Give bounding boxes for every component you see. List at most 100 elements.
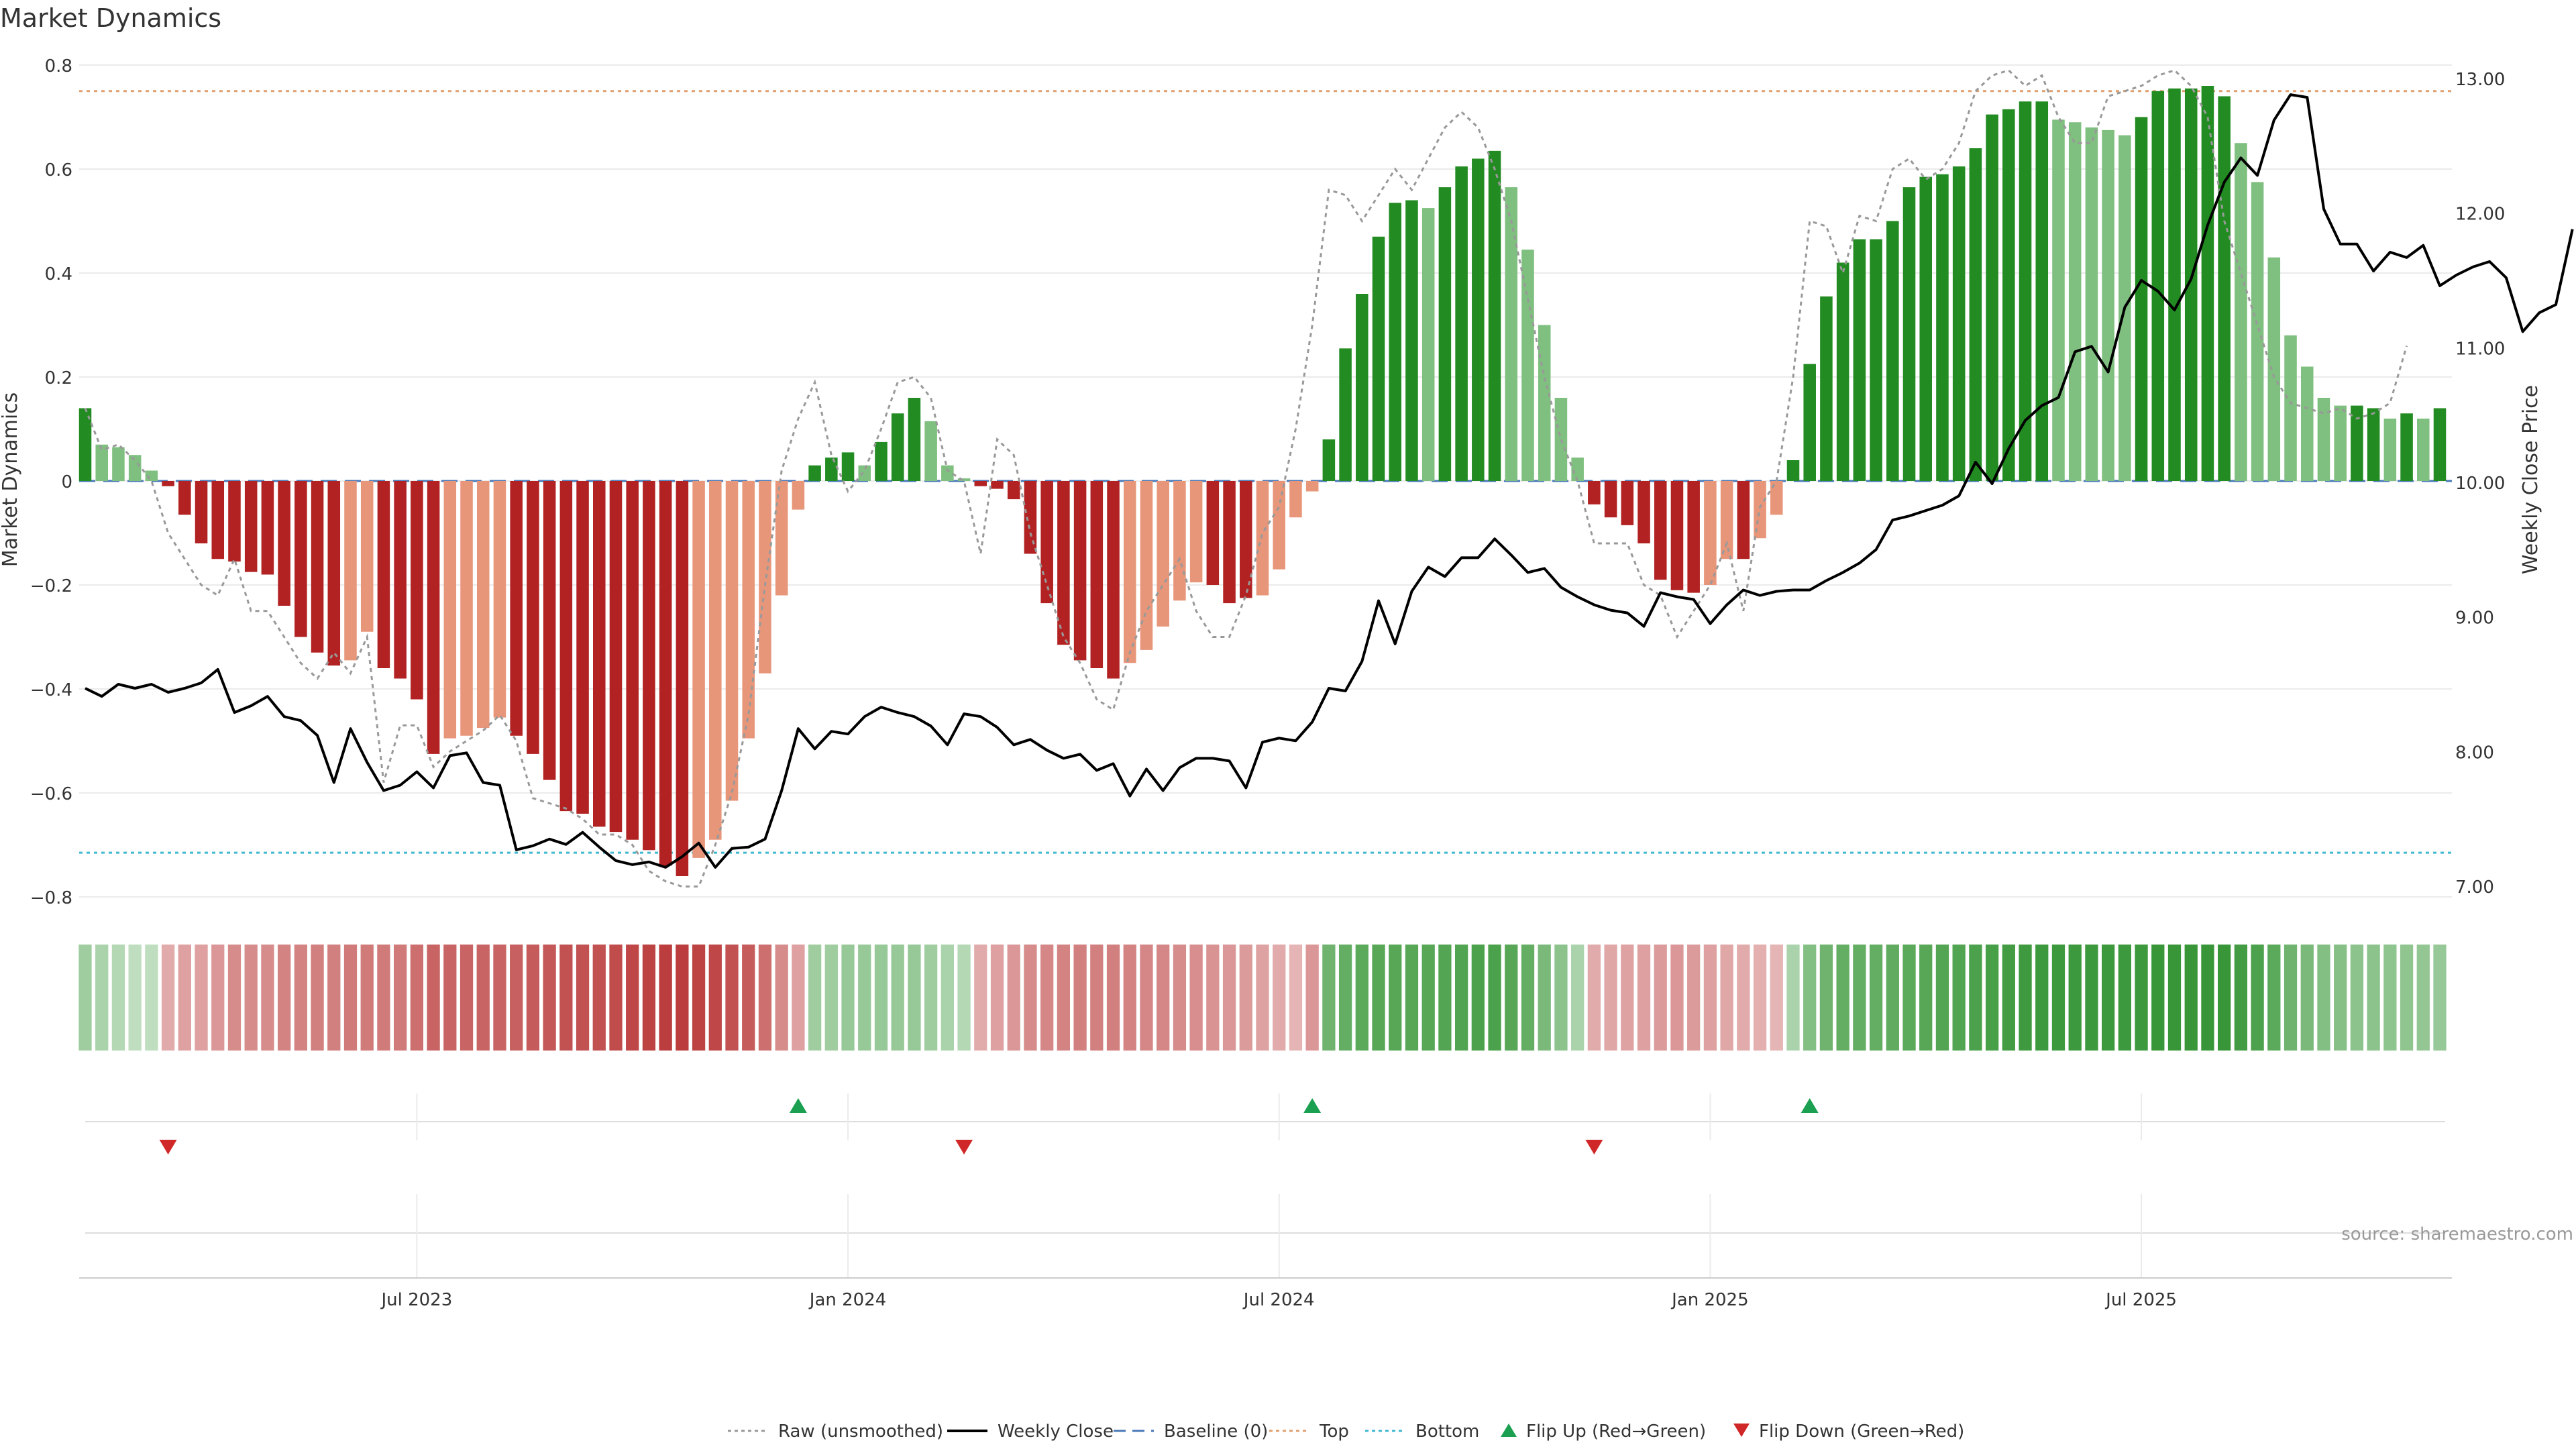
flip-panel: [85, 1093, 2445, 1278]
dynamics-bar: [1189, 481, 1203, 583]
dynamics-bar: [311, 481, 324, 653]
strength-cell: [2383, 945, 2397, 1051]
dynamics-bar: [742, 481, 755, 739]
strength-cell: [1621, 945, 1634, 1051]
strength-cell: [2002, 945, 2015, 1051]
dynamics-bar: [626, 481, 639, 840]
strength-cell: [1935, 945, 1949, 1051]
strength-cell: [858, 945, 871, 1051]
dynamics-bar: [1240, 481, 1252, 598]
strength-cell: [1338, 945, 1352, 1051]
dynamics-bar: [841, 452, 855, 481]
dynamics-bar: [2035, 101, 2049, 481]
dynamics-bar: [411, 481, 423, 700]
dynamics-bar: [2284, 335, 2297, 481]
strength-cell: [1073, 945, 1087, 1051]
dynamics-bar: [1455, 166, 1468, 481]
dynamics-bar: [476, 481, 490, 729]
strength-cell: [1969, 945, 1982, 1051]
dynamics-bar: [1919, 176, 1933, 481]
dynamics-bar: [676, 481, 689, 876]
dynamics-bar: [1986, 114, 1998, 481]
raw-line: [84, 69, 2408, 888]
dynamics-bar: [1638, 481, 1650, 543]
dynamics-bar: [1737, 481, 1750, 559]
strength-cell: [277, 945, 291, 1051]
right-tick-label: 11.00: [2455, 339, 2505, 359]
dynamics-bar: [162, 481, 174, 486]
right-axis-label: Weekly Close Price: [2519, 385, 2542, 574]
left-axis-label: Market Dynamics: [0, 392, 22, 568]
strength-cell: [294, 945, 307, 1051]
dynamics-bar: [1090, 481, 1104, 668]
strength-cell: [692, 945, 706, 1051]
strength-cell: [2367, 945, 2380, 1051]
strength-cell: [891, 945, 904, 1051]
dynamics-bar: [1654, 481, 1667, 580]
dynamics-bar: [2135, 117, 2148, 481]
strength-cell: [394, 945, 407, 1051]
strength-cell: [1372, 945, 1385, 1051]
dynamics-bar: [1836, 262, 1849, 481]
dynamics-bar: [792, 481, 805, 510]
right-tick-label: 9.00: [2455, 608, 2494, 629]
dynamics-bar: [643, 481, 655, 851]
dynamics-bar: [924, 421, 937, 481]
dynamics-bar: [2168, 88, 2181, 481]
dynamics-bar: [211, 481, 225, 559]
legend-item: Flip Up (Red→Green): [1501, 1421, 1706, 1442]
dynamics-bar: [95, 444, 108, 481]
strength-cell: [957, 945, 971, 1051]
dynamics-bar: [178, 481, 191, 515]
dynamics-bar: [1554, 398, 1568, 481]
flip-up-marker: [1801, 1098, 1819, 1113]
strength-cell: [2251, 945, 2264, 1051]
strength-cell: [792, 945, 805, 1051]
dynamics-bar: [1670, 481, 1684, 590]
dynamics-bar: [360, 481, 374, 632]
strength-cell: [1587, 945, 1601, 1051]
dynamics-bar: [1157, 481, 1169, 627]
strength-cell: [410, 945, 424, 1051]
chart-title: Market Dynamics: [0, 3, 221, 33]
strength-cell: [227, 945, 241, 1051]
dynamics-bar: [2400, 413, 2413, 481]
dynamics-bar: [2052, 119, 2065, 481]
strength-cell: [95, 945, 109, 1051]
strength-cell: [244, 945, 258, 1051]
strength-cell: [2433, 945, 2447, 1051]
dynamics-bar: [2235, 143, 2247, 481]
dynamics-bar: [576, 481, 589, 814]
strength-cell: [1189, 945, 1203, 1051]
dynamics-bar: [527, 481, 539, 754]
dynamics-bar: [908, 398, 921, 481]
strength-cell: [1985, 945, 1999, 1051]
strength-cell: [1919, 945, 1933, 1051]
legend-label: Raw (unsmoothed): [778, 1421, 943, 1442]
dynamics-bar: [1488, 150, 1501, 481]
dynamics-bar: [709, 481, 722, 840]
dynamics-bar: [692, 481, 705, 858]
x-tick-label: Jul 2023: [380, 1290, 452, 1310]
dynamics-bar: [1952, 166, 1966, 481]
left-tick-label: 0: [61, 472, 72, 492]
left-tick-label: 0.8: [45, 56, 72, 76]
dynamics-bar: [2383, 419, 2397, 481]
dynamics-bar: [1538, 325, 1551, 481]
strength-cell: [78, 945, 92, 1051]
source-note: source: sharemaestro.com: [2341, 1224, 2573, 1244]
dynamics-bars: [78, 86, 2447, 876]
strength-cell: [2035, 945, 2049, 1051]
strength-cell: [1222, 945, 1236, 1051]
dynamics-bar: [1256, 481, 1269, 596]
strength-cell: [2218, 945, 2231, 1051]
strength-cell: [2019, 945, 2032, 1051]
strength-cell: [974, 945, 987, 1051]
x-tick-label: Jan 2025: [1670, 1290, 1749, 1310]
right-tick-label: 12.00: [2455, 205, 2505, 225]
dynamics-bar: [1289, 481, 1302, 518]
dynamics-bar: [2102, 129, 2114, 481]
strength-cell: [924, 945, 938, 1051]
dynamics-bar: [344, 481, 357, 661]
